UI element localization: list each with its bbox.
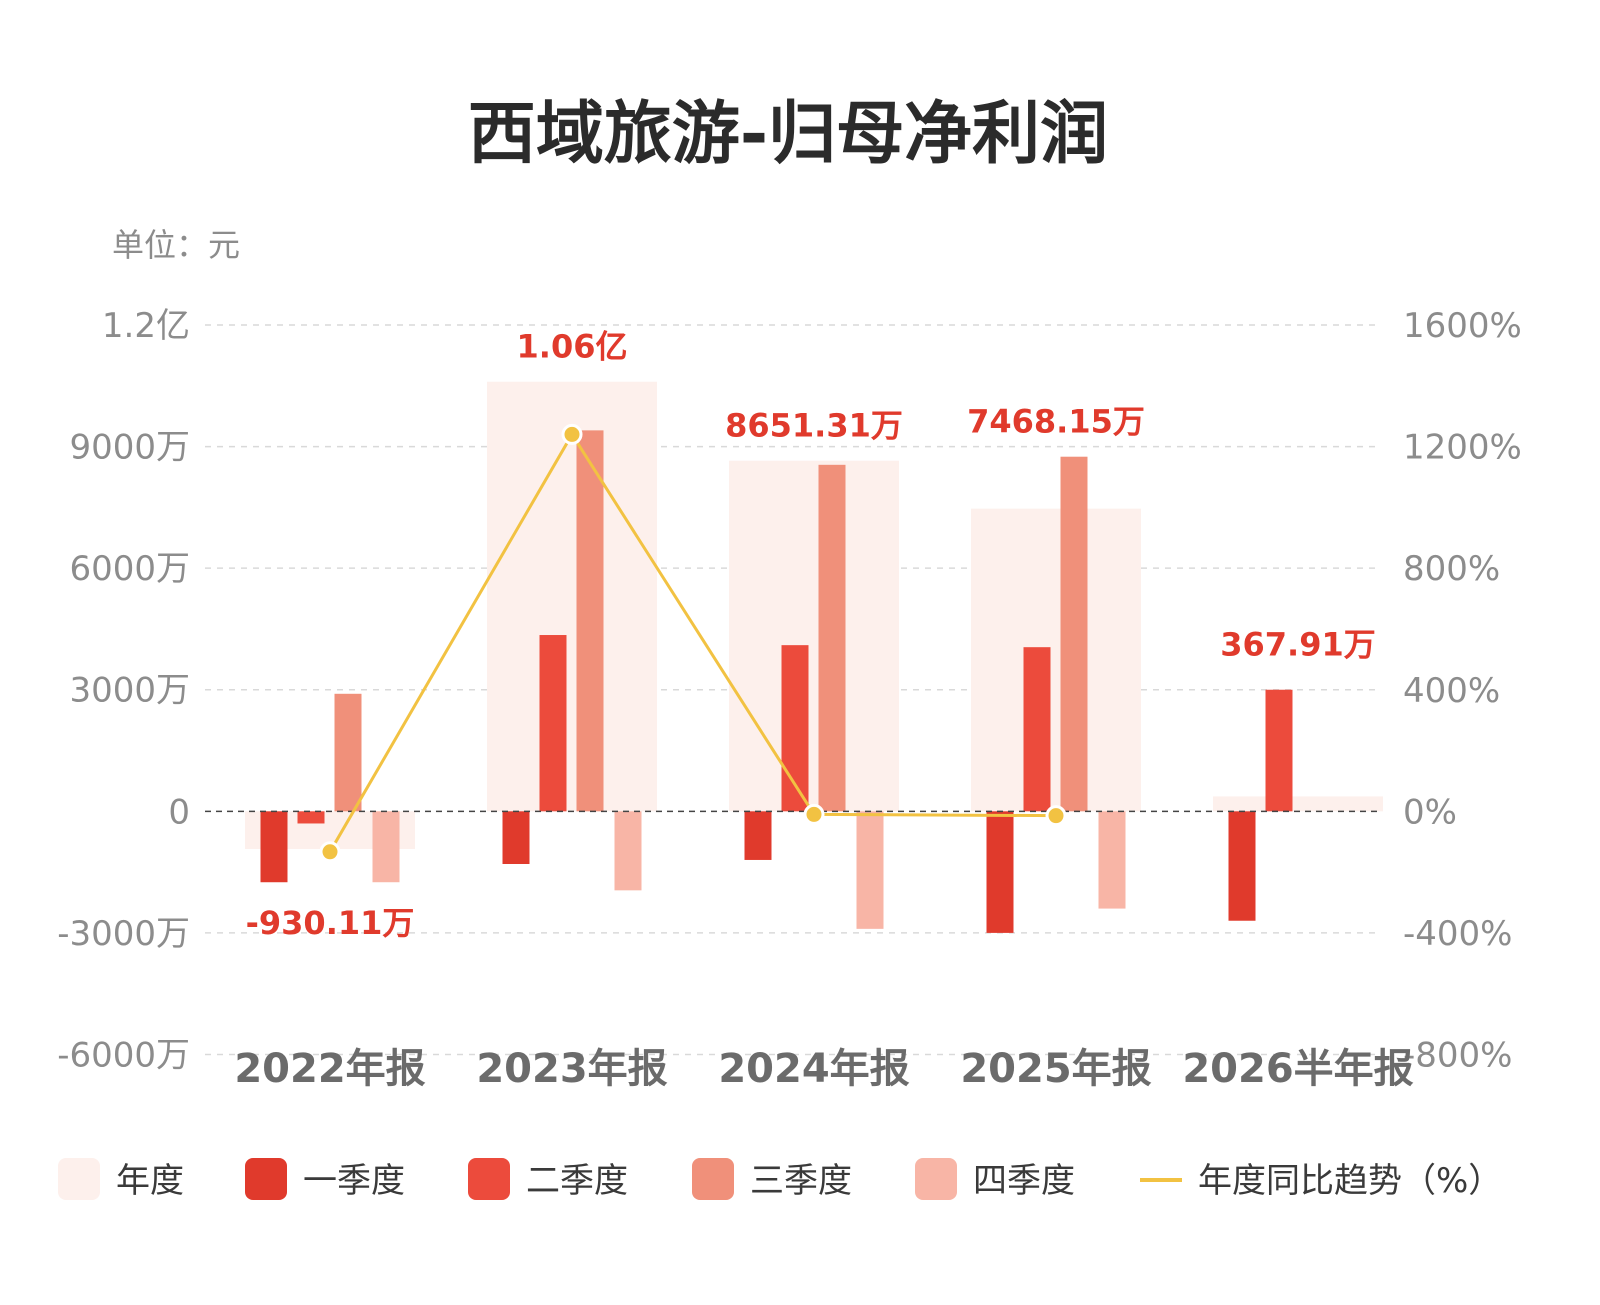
annual-bar	[487, 381, 657, 812]
y-right-tick-label: -400%	[1403, 914, 1512, 954]
quarter-bar-4	[1098, 811, 1126, 909]
quarter-bar-3	[576, 430, 604, 812]
annual-value-label: 1.06亿	[517, 328, 628, 366]
annual-value-labels: -930.11万 1.06亿 8651.31万 7468.15万 367.91万	[246, 328, 1376, 942]
x-tick-label: 2025年报	[960, 1046, 1151, 1092]
legend-item: 二季度	[468, 1158, 628, 1201]
legend-swatch	[468, 1158, 510, 1200]
quarter-bar-1	[744, 811, 772, 860]
y-right-tick-label: 400%	[1403, 671, 1500, 711]
y-right-tick-label: 1200%	[1403, 428, 1522, 468]
annual-bar	[971, 508, 1141, 812]
legend-swatch	[245, 1158, 287, 1200]
quarter-bar-2	[1023, 647, 1051, 812]
axis-labels: 1.2亿 9000万 6000万 3000万 0 -3000万 -6000万 1600% 120…	[57, 306, 1522, 1092]
legend-item: 四季度	[915, 1158, 1075, 1201]
legend-label: 年度	[116, 1161, 184, 1201]
yoy-trend-point	[561, 423, 583, 445]
legend-label: 四季度	[973, 1161, 1075, 1201]
legend-label: 年度同比趋势（%）	[1198, 1161, 1502, 1201]
x-tick-label: 2023年报	[476, 1046, 667, 1092]
y-left-tick-label: 9000万	[69, 428, 190, 468]
y-left-tick-label: 3000万	[69, 671, 190, 711]
annual-value-label: 8651.31万	[725, 407, 903, 445]
quarter-bar-3	[1060, 456, 1088, 812]
y-right-tick-label: 800%	[1403, 549, 1500, 589]
quarter-bar-1	[502, 811, 530, 864]
y-right-tick-label: 0%	[1403, 792, 1457, 832]
yoy-trend-line	[328, 431, 1057, 853]
y-right-tick-label: 1600%	[1403, 306, 1522, 346]
legend-item: 三季度	[692, 1158, 852, 1201]
quarter-bar-2	[297, 811, 325, 824]
yoy-trend-point	[803, 803, 825, 825]
x-tick-label: 2024年报	[718, 1046, 909, 1092]
legend-item: 年度	[58, 1158, 184, 1201]
legend-label: 二季度	[526, 1161, 628, 1201]
legend-swatch	[915, 1158, 957, 1200]
annual-bar	[1213, 796, 1383, 812]
quarter-bar-1	[260, 811, 288, 883]
annual-value-label: 367.91万	[1220, 626, 1376, 664]
legend-label: 三季度	[750, 1161, 852, 1201]
legend-swatch	[58, 1158, 100, 1200]
legend: 年度 一季度 二季度 三季度 四季度 年度同比趋势（%）	[58, 1158, 1502, 1201]
quarter-bar-1	[986, 811, 1014, 933]
y-right-tick-label: -800%	[1403, 1036, 1512, 1076]
legend-item: 年度同比趋势（%）	[1140, 1161, 1502, 1201]
quarter-bar-4	[856, 811, 884, 929]
grid-layer	[205, 324, 1380, 1056]
quarter-bar-4	[372, 811, 400, 883]
quarter-bar-3	[818, 464, 846, 812]
yoy-trend-point	[319, 841, 341, 863]
quarter-bars	[260, 430, 1293, 933]
annual-value-label: 7468.15万	[967, 403, 1145, 441]
trend-line-layer	[319, 423, 1067, 863]
x-tick-label: 2026半年报	[1182, 1046, 1413, 1092]
quarter-bar-3	[334, 693, 362, 812]
quarter-bar-4	[614, 811, 642, 891]
quarter-bar-2	[539, 635, 567, 812]
y-left-tick-label: 0	[168, 792, 190, 832]
legend-swatch	[692, 1158, 734, 1200]
annual-bars	[245, 381, 1383, 850]
quarter-bar-1	[1228, 811, 1256, 921]
annual-bar	[729, 460, 899, 812]
x-tick-label: 2022年报	[234, 1046, 425, 1092]
y-left-tick-label: 6000万	[69, 549, 190, 589]
legend-item: 一季度	[245, 1158, 405, 1201]
annual-value-label: -930.11万	[246, 904, 415, 942]
unit-label: 单位：元	[112, 226, 240, 264]
y-left-tick-label: 1.2亿	[102, 306, 190, 346]
legend-label: 一季度	[303, 1161, 405, 1201]
yoy-trend-point	[1045, 805, 1067, 827]
y-left-tick-label: -3000万	[57, 914, 190, 954]
chart-title: 西域旅游-归母净利润	[468, 95, 1108, 174]
quarter-bar-2	[1265, 689, 1293, 812]
y-left-tick-label: -6000万	[57, 1035, 190, 1075]
